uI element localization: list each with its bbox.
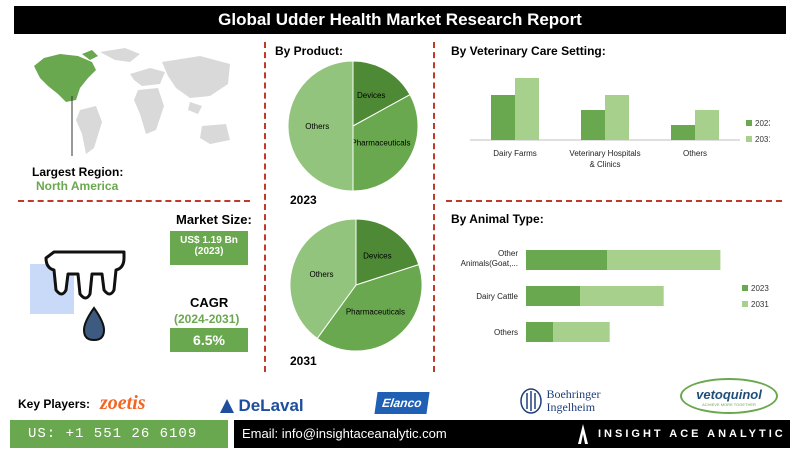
key-players-label: Key Players: xyxy=(18,397,91,411)
legend-label-2031: 2031 xyxy=(751,300,769,309)
legend-label-2023: 2023 xyxy=(755,119,770,128)
bar-2023-2 xyxy=(671,125,695,140)
care-setting-title: By Veterinary Care Setting: xyxy=(451,44,606,58)
hbar-2023-2 xyxy=(526,322,553,342)
pie-slice-pharmaceuticals xyxy=(316,263,423,352)
market-size-year: (2023) xyxy=(194,246,224,257)
pie-label-devices: Devices xyxy=(363,252,391,261)
bar-2023-0 xyxy=(491,95,515,140)
y-tick-label: Other xyxy=(498,249,518,258)
market-size-value: US$ 1.19 Bn xyxy=(180,235,238,246)
hbar-2023-1 xyxy=(526,286,580,306)
email-bar: Email: info@insightaceanalytic.com xyxy=(234,420,790,448)
pie-slice-others xyxy=(287,60,354,192)
vetoquinol-logo: vetoquinol ACHIEVE MORE TOGETHER xyxy=(680,378,778,414)
hbar-2023-0 xyxy=(526,250,607,270)
cagr-value: 6.5% xyxy=(170,328,248,352)
hbar-2031-0 xyxy=(607,250,721,270)
pie-label-devices: Devices xyxy=(357,91,385,100)
pie-slice-devices xyxy=(355,218,420,286)
market-size-box: US$ 1.19 Bn (2023) xyxy=(170,231,248,265)
pie-slice-devices xyxy=(352,60,411,127)
y-tick-label: Animals(Goat,... xyxy=(461,259,518,268)
region-label: Largest Region: xyxy=(32,165,124,179)
x-tick-label: Veterinary Hospitals xyxy=(569,149,640,158)
pie-slice-others xyxy=(289,218,357,340)
legend-swatch-2031 xyxy=(742,301,748,307)
pie-slice-pharmaceuticals xyxy=(352,94,419,192)
bar-2031-1 xyxy=(605,95,629,140)
region-value: North America xyxy=(36,179,119,193)
divider-left-horizontal xyxy=(18,200,250,202)
page-title: Global Udder Health Market Research Repo… xyxy=(14,6,786,34)
delaval-logo: DeLaval xyxy=(220,396,304,416)
pie-label-others: Others xyxy=(309,270,333,279)
legend-label-2023: 2023 xyxy=(751,284,769,293)
pie-chart-2023: Devices Pharmaceuticals Others xyxy=(287,60,419,192)
y-tick-label: Dairy Cattle xyxy=(476,292,518,301)
divider-left xyxy=(264,42,266,372)
insight-ace-icon xyxy=(578,424,588,444)
zoetis-logo: zoetis xyxy=(100,392,146,414)
divider-right xyxy=(433,42,435,372)
legend-swatch-2031 xyxy=(746,136,752,142)
hbar-2031-2 xyxy=(553,322,610,342)
hbar-2031-1 xyxy=(580,286,664,306)
market-size-label: Market Size: xyxy=(176,212,252,227)
pie-2023-year: 2023 xyxy=(290,193,317,207)
elanco-logo: Elanco xyxy=(374,392,430,414)
bar-2023-1 xyxy=(581,110,605,140)
pie-label-pharmaceuticals: Pharmaceuticals xyxy=(346,308,405,317)
pie-chart-2031: Devices Pharmaceuticals Others xyxy=(289,218,423,352)
pie-label-pharmaceuticals: Pharmaceuticals xyxy=(351,139,410,148)
animal-type-title: By Animal Type: xyxy=(451,212,544,226)
insight-ace-brand: INSIGHT ACE ANALYTIC xyxy=(598,428,786,440)
legend-swatch-2023 xyxy=(746,120,752,126)
x-tick-label: Dairy Farms xyxy=(493,149,537,158)
divider-right-horizontal xyxy=(446,200,782,202)
cagr-period: (2024-2031) xyxy=(174,312,240,326)
legend-label-2031: 2031 xyxy=(755,135,770,144)
boehringer-icon xyxy=(520,388,542,414)
email-contact: Email: info@insightaceanalytic.com xyxy=(242,426,447,441)
x-tick-label: Others xyxy=(683,149,707,158)
care-setting-chart: Dairy Farms Veterinary Hospitals & Clinics… xyxy=(470,78,770,169)
phone-contact: US: +1 551 26 6109 xyxy=(10,420,228,448)
delaval-icon xyxy=(220,399,234,413)
pie-label-others: Others xyxy=(305,122,329,131)
product-title: By Product: xyxy=(275,44,344,58)
bar-2031-0 xyxy=(515,78,539,140)
y-tick-label: Others xyxy=(494,328,518,337)
cagr-label: CAGR xyxy=(190,295,229,310)
bar-2031-2 xyxy=(695,110,719,140)
udder-icon xyxy=(30,250,126,342)
world-map xyxy=(34,48,230,156)
x-tick-label: & Clinics xyxy=(589,160,620,169)
pie-2031-year: 2031 xyxy=(290,354,317,368)
boehringer-logo: Boehringer Ingelheim xyxy=(520,388,600,414)
legend-swatch-2023 xyxy=(742,285,748,291)
